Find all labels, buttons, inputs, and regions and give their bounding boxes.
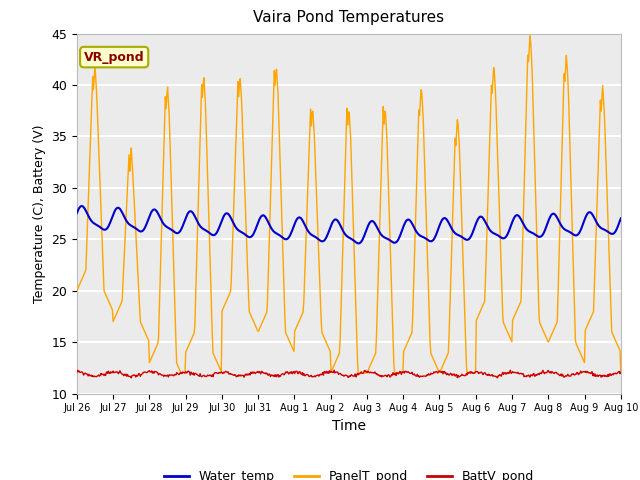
X-axis label: Time: Time <box>332 419 366 433</box>
Legend: Water_temp, PanelT_pond, BattV_pond: Water_temp, PanelT_pond, BattV_pond <box>159 465 539 480</box>
Title: Vaira Pond Temperatures: Vaira Pond Temperatures <box>253 11 444 25</box>
Y-axis label: Temperature (C), Battery (V): Temperature (C), Battery (V) <box>33 124 45 303</box>
Text: VR_pond: VR_pond <box>84 50 145 63</box>
